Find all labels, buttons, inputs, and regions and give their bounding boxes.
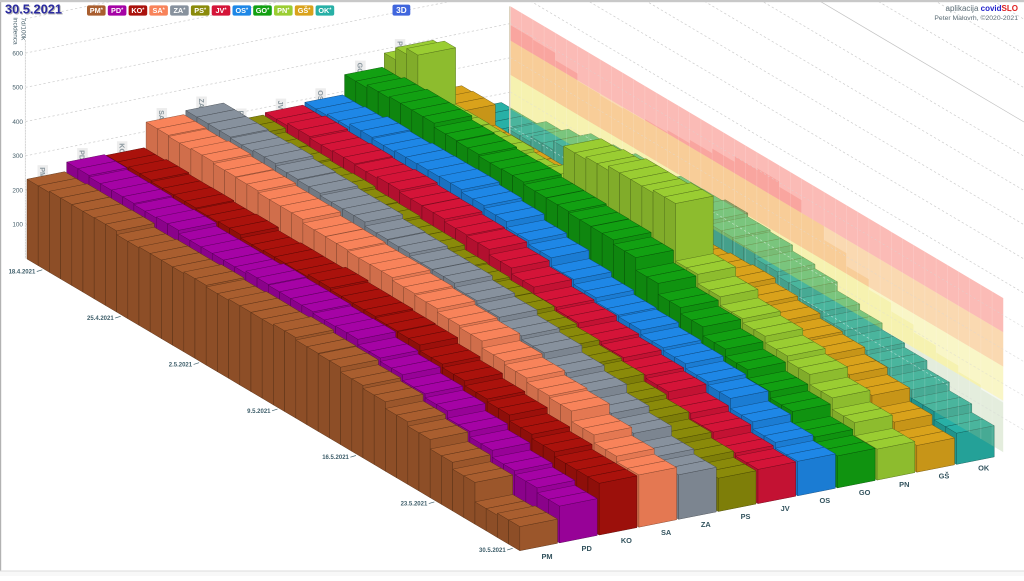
svg-text:KO: KO <box>621 536 632 545</box>
svg-text:PM: PM <box>38 167 47 178</box>
svg-text:KO: KO <box>117 143 126 154</box>
svg-text:300: 300 <box>12 153 23 160</box>
svg-text:OK: OK <box>978 464 990 473</box>
svg-text:PD: PD <box>78 150 87 160</box>
svg-text:PD: PD <box>582 544 593 553</box>
svg-text:PS: PS <box>741 512 751 521</box>
svg-text:KO*: KO* <box>131 6 145 15</box>
svg-text:JV: JV <box>276 101 285 110</box>
svg-text:PN: PN <box>395 41 404 51</box>
svg-text:ZA: ZA <box>197 99 206 109</box>
svg-text:PM*: PM* <box>90 6 104 15</box>
svg-text:SA: SA <box>661 528 672 537</box>
svg-text:GŠ: GŠ <box>939 472 950 481</box>
svg-text:30.5.2021: 30.5.2021 <box>5 2 62 17</box>
svg-text:OS*: OS* <box>235 6 249 15</box>
svg-text:PN*: PN* <box>277 6 290 15</box>
svg-text:PS*: PS* <box>194 6 207 15</box>
svg-text:500: 500 <box>12 85 23 92</box>
svg-text:100: 100 <box>12 222 23 229</box>
svg-text:200: 200 <box>12 187 23 194</box>
svg-text:aplikacija covidSLO: aplikacija covidSLO <box>946 4 1019 13</box>
svg-text:30.5.2021: 30.5.2021 <box>6 3 63 18</box>
svg-text:ZA*: ZA* <box>173 6 186 15</box>
svg-text:9.5.2021: 9.5.2021 <box>247 409 271 415</box>
svg-text:GO*: GO* <box>256 6 270 15</box>
svg-text:GO: GO <box>859 488 871 497</box>
svg-text:OK*: OK* <box>318 6 332 15</box>
svg-text:3D: 3D <box>396 6 407 15</box>
svg-text:30.5.2021: 30.5.2021 <box>479 548 506 554</box>
svg-text:23.5.2021: 23.5.2021 <box>401 502 428 508</box>
svg-text:SA*: SA* <box>152 6 165 15</box>
svg-text:PN: PN <box>899 480 909 489</box>
svg-text:PD*: PD* <box>111 6 124 15</box>
svg-text:16.5.2021: 16.5.2021 <box>322 455 349 461</box>
svg-text:OS: OS <box>820 496 831 505</box>
svg-text:7d/100kincidenca: 7d/100kincidenca <box>12 18 27 45</box>
svg-text:25.4.2021: 25.4.2021 <box>87 316 114 322</box>
svg-text:PM: PM <box>541 552 552 561</box>
svg-text:OS: OS <box>316 90 325 101</box>
svg-text:JV: JV <box>781 504 790 513</box>
svg-text:Peter Malovrh, ©2020-2021: Peter Malovrh, ©2020-2021 <box>934 14 1018 22</box>
svg-text:2.5.2021: 2.5.2021 <box>169 362 193 368</box>
svg-text:SA: SA <box>157 110 166 120</box>
svg-text:GŠ*: GŠ* <box>298 6 312 15</box>
svg-text:400: 400 <box>12 119 23 126</box>
svg-text:GO: GO <box>356 63 365 75</box>
svg-text:18.4.2021: 18.4.2021 <box>9 270 36 276</box>
svg-text:JV*: JV* <box>215 6 227 15</box>
svg-text:ZA: ZA <box>701 520 712 529</box>
svg-text:600: 600 <box>12 50 23 57</box>
